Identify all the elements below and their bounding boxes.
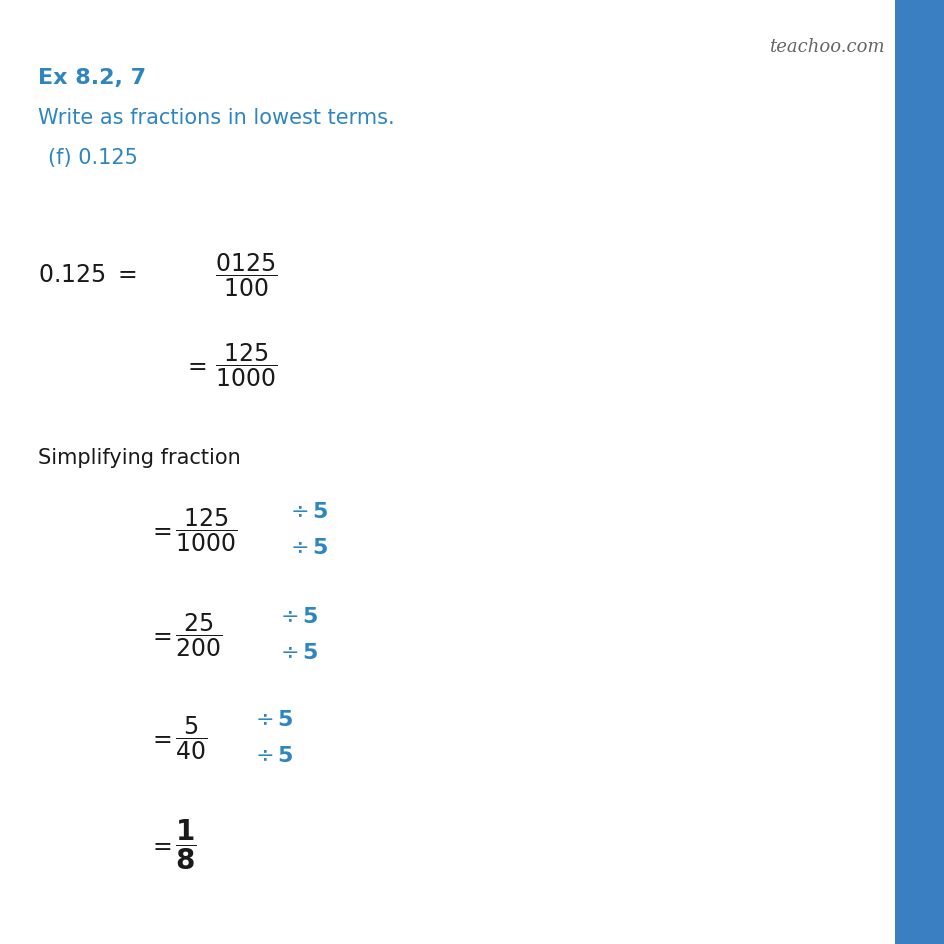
Text: teachoo.com: teachoo.com (768, 38, 885, 56)
Text: $\div\,\mathbf{5}$: $\div\,\mathbf{5}$ (255, 709, 293, 729)
Text: $\div\,\mathbf{5}$: $\div\,\mathbf{5}$ (290, 537, 328, 557)
Text: $\div\,\mathbf{5}$: $\div\,\mathbf{5}$ (279, 642, 318, 663)
Text: $\dfrac{5}{40}$: $\dfrac{5}{40}$ (175, 714, 207, 761)
Text: $0.125\ =$: $0.125\ =$ (38, 262, 137, 287)
Text: $\dfrac{25}{200}$: $\dfrac{25}{200}$ (175, 611, 222, 658)
Text: $\dfrac{\mathbf{1}}{\mathbf{8}}$: $\dfrac{\mathbf{1}}{\mathbf{8}}$ (175, 817, 196, 871)
Text: $=$: $=$ (148, 622, 172, 647)
Text: $=$: $=$ (148, 832, 172, 856)
Text: $\dfrac{125}{1000}$: $\dfrac{125}{1000}$ (175, 506, 237, 553)
Text: $=$: $=$ (148, 517, 172, 542)
Text: $\dfrac{0125}{100}$: $\dfrac{0125}{100}$ (215, 251, 277, 298)
Text: $=$: $=$ (183, 353, 207, 377)
Text: $\div\,\mathbf{5}$: $\div\,\mathbf{5}$ (255, 745, 293, 766)
Text: $=$: $=$ (148, 725, 172, 750)
Text: Simplifying fraction: Simplifying fraction (38, 447, 241, 467)
Text: Ex 8.2, 7: Ex 8.2, 7 (38, 68, 146, 88)
Text: Write as fractions in lowest terms.: Write as fractions in lowest terms. (38, 108, 395, 127)
Text: $\div\,\mathbf{5}$: $\div\,\mathbf{5}$ (290, 501, 328, 521)
Text: (f) 0.125: (f) 0.125 (48, 148, 138, 168)
Text: $\div\,\mathbf{5}$: $\div\,\mathbf{5}$ (279, 606, 318, 626)
Bar (894, 0, 944, 944)
Text: $\dfrac{125}{1000}$: $\dfrac{125}{1000}$ (215, 341, 277, 388)
